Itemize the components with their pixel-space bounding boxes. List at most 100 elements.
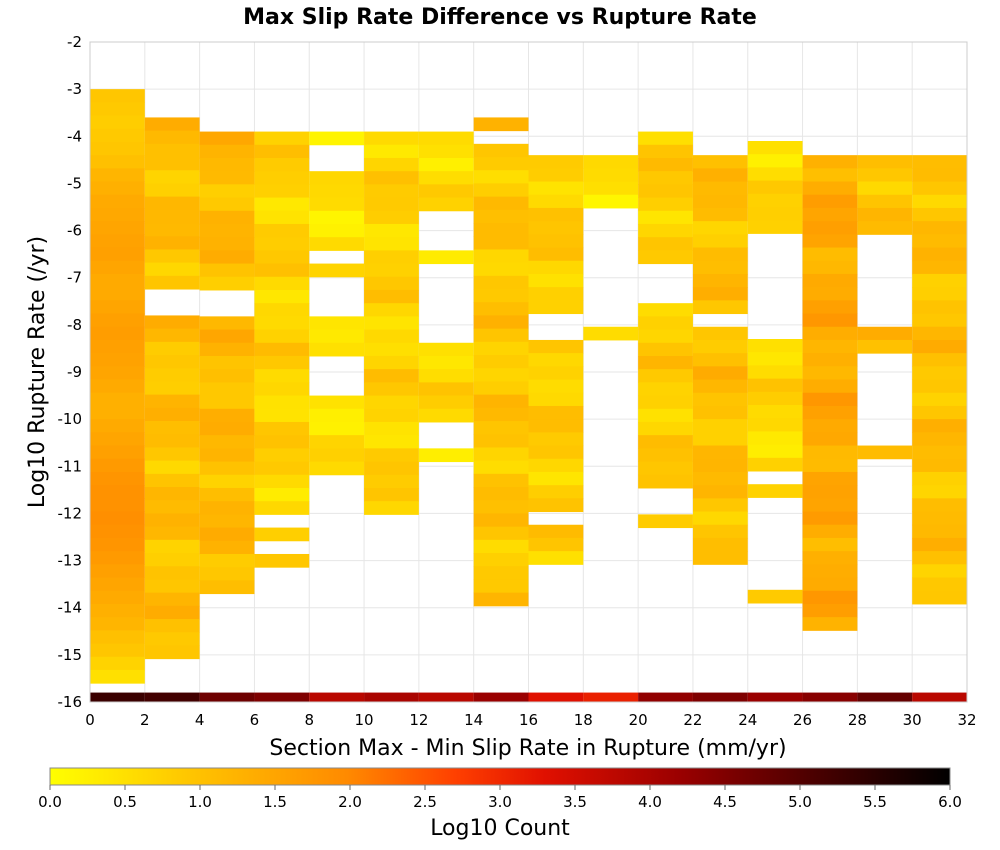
heatmap-cell (802, 300, 858, 315)
heatmap-cell (90, 511, 145, 526)
heatmap-cell (692, 537, 748, 552)
heatmap-cell (912, 498, 967, 513)
heatmap-cell (90, 405, 145, 420)
heatmap-cell (90, 617, 145, 631)
heatmap-cell (199, 171, 255, 185)
heatmap-cell (473, 421, 529, 435)
heatmap-cell (144, 632, 200, 646)
heatmap-cell (912, 273, 967, 288)
heatmap-cell (692, 168, 748, 183)
heatmap-cell (912, 181, 967, 196)
y-tick-label: -3 (67, 80, 82, 98)
heatmap-cell (473, 394, 529, 409)
heatmap-cell (144, 526, 200, 541)
heatmap-cell (254, 289, 310, 304)
heatmap-cell (144, 170, 200, 184)
y-tick-label: -4 (67, 127, 82, 145)
heatmap-cell (144, 460, 200, 475)
heatmap-cell (199, 250, 255, 265)
heatmap-cell (692, 392, 748, 407)
heatmap-cell (144, 209, 200, 224)
heatmap-cell (473, 183, 529, 198)
heatmap-cell (144, 236, 200, 250)
heatmap-cell (528, 339, 584, 354)
heatmap-cell (254, 316, 310, 331)
heatmap-cell (528, 234, 584, 249)
heatmap-cell (473, 315, 529, 330)
heatmap-cell (912, 458, 967, 473)
heatmap-cell (364, 408, 419, 423)
heatmap-cell (857, 326, 913, 341)
heatmap-cell (364, 421, 419, 436)
x-tick-label: 22 (683, 711, 702, 729)
heatmap-cell (90, 102, 145, 117)
heatmap-cell (528, 366, 584, 381)
heatmap-cell (199, 580, 255, 595)
heatmap-cell (473, 275, 529, 290)
heatmap-cell (144, 579, 200, 594)
colorbar-tick-label: 3.5 (563, 793, 587, 811)
heatmap-cell (473, 262, 529, 277)
heatmap-cell (199, 421, 255, 436)
heatmap-cell (90, 656, 145, 671)
heatmap-cell (912, 155, 967, 169)
heatmap-cell (638, 474, 693, 489)
heatmap-cell (912, 366, 967, 381)
heatmap-cell (802, 234, 858, 249)
heatmap-cell (638, 131, 693, 146)
heatmap-cell (638, 197, 693, 212)
heatmap-cell (364, 210, 419, 225)
heatmap-cell (364, 474, 419, 489)
heatmap-cell (802, 405, 858, 420)
heatmap-cell (364, 692, 419, 702)
heatmap-cell (528, 692, 584, 702)
heatmap-cell (364, 223, 419, 238)
heatmap-cell (912, 260, 967, 275)
heatmap-cell (528, 300, 584, 315)
heatmap-cell (254, 408, 310, 423)
heatmap-cell (364, 501, 419, 515)
heatmap-cell (364, 316, 419, 331)
heatmap-cell (912, 524, 967, 539)
heatmap-cell (90, 524, 145, 539)
colorbar-tick-label: 4.0 (638, 793, 662, 811)
heatmap-cell (144, 183, 200, 198)
x-tick-label: 18 (574, 711, 593, 729)
heatmap-cell (583, 181, 639, 196)
heatmap-cell (638, 237, 693, 251)
heatmap-cell (747, 339, 803, 353)
heatmap-cell (857, 445, 913, 460)
heatmap-cell (254, 474, 310, 489)
heatmap-cell (90, 247, 145, 262)
heatmap-cell (528, 458, 584, 473)
colorbar-tick-label: 0.0 (38, 793, 62, 811)
heatmap-cell (912, 392, 967, 407)
colorbar-tick-label: 0.5 (113, 793, 137, 811)
heatmap-cell (802, 379, 858, 394)
heatmap-cell (90, 551, 145, 565)
heatmap-cell (418, 692, 474, 702)
heatmap-cell (364, 144, 419, 159)
heatmap-cell (364, 355, 419, 370)
heatmap-cell (912, 692, 967, 702)
heatmap-cell (90, 692, 145, 702)
heatmap-cell (473, 117, 529, 132)
heatmap-cell (692, 432, 748, 447)
heatmap-cell (199, 382, 255, 397)
y-tick-label: -7 (67, 269, 82, 287)
heatmap-cell (90, 537, 145, 552)
heatmap-cell (473, 447, 529, 462)
heatmap-cell (199, 329, 255, 344)
heatmap-cell (473, 487, 529, 501)
heatmap-cell (254, 527, 310, 542)
heatmap-cell (144, 473, 200, 488)
heatmap-cell (418, 448, 474, 463)
heatmap-cell (692, 445, 748, 460)
heatmap-cell (199, 197, 255, 212)
heatmap-cell (692, 181, 748, 196)
heatmap-cell (747, 431, 803, 446)
y-tick-labels: -16 -15 -14 -13 -12 -11 -10 -9 -8 -7 -6 -5 -4 -3 -2 (58, 33, 83, 711)
heatmap-cell (90, 326, 145, 341)
heatmap-cell (254, 250, 310, 265)
